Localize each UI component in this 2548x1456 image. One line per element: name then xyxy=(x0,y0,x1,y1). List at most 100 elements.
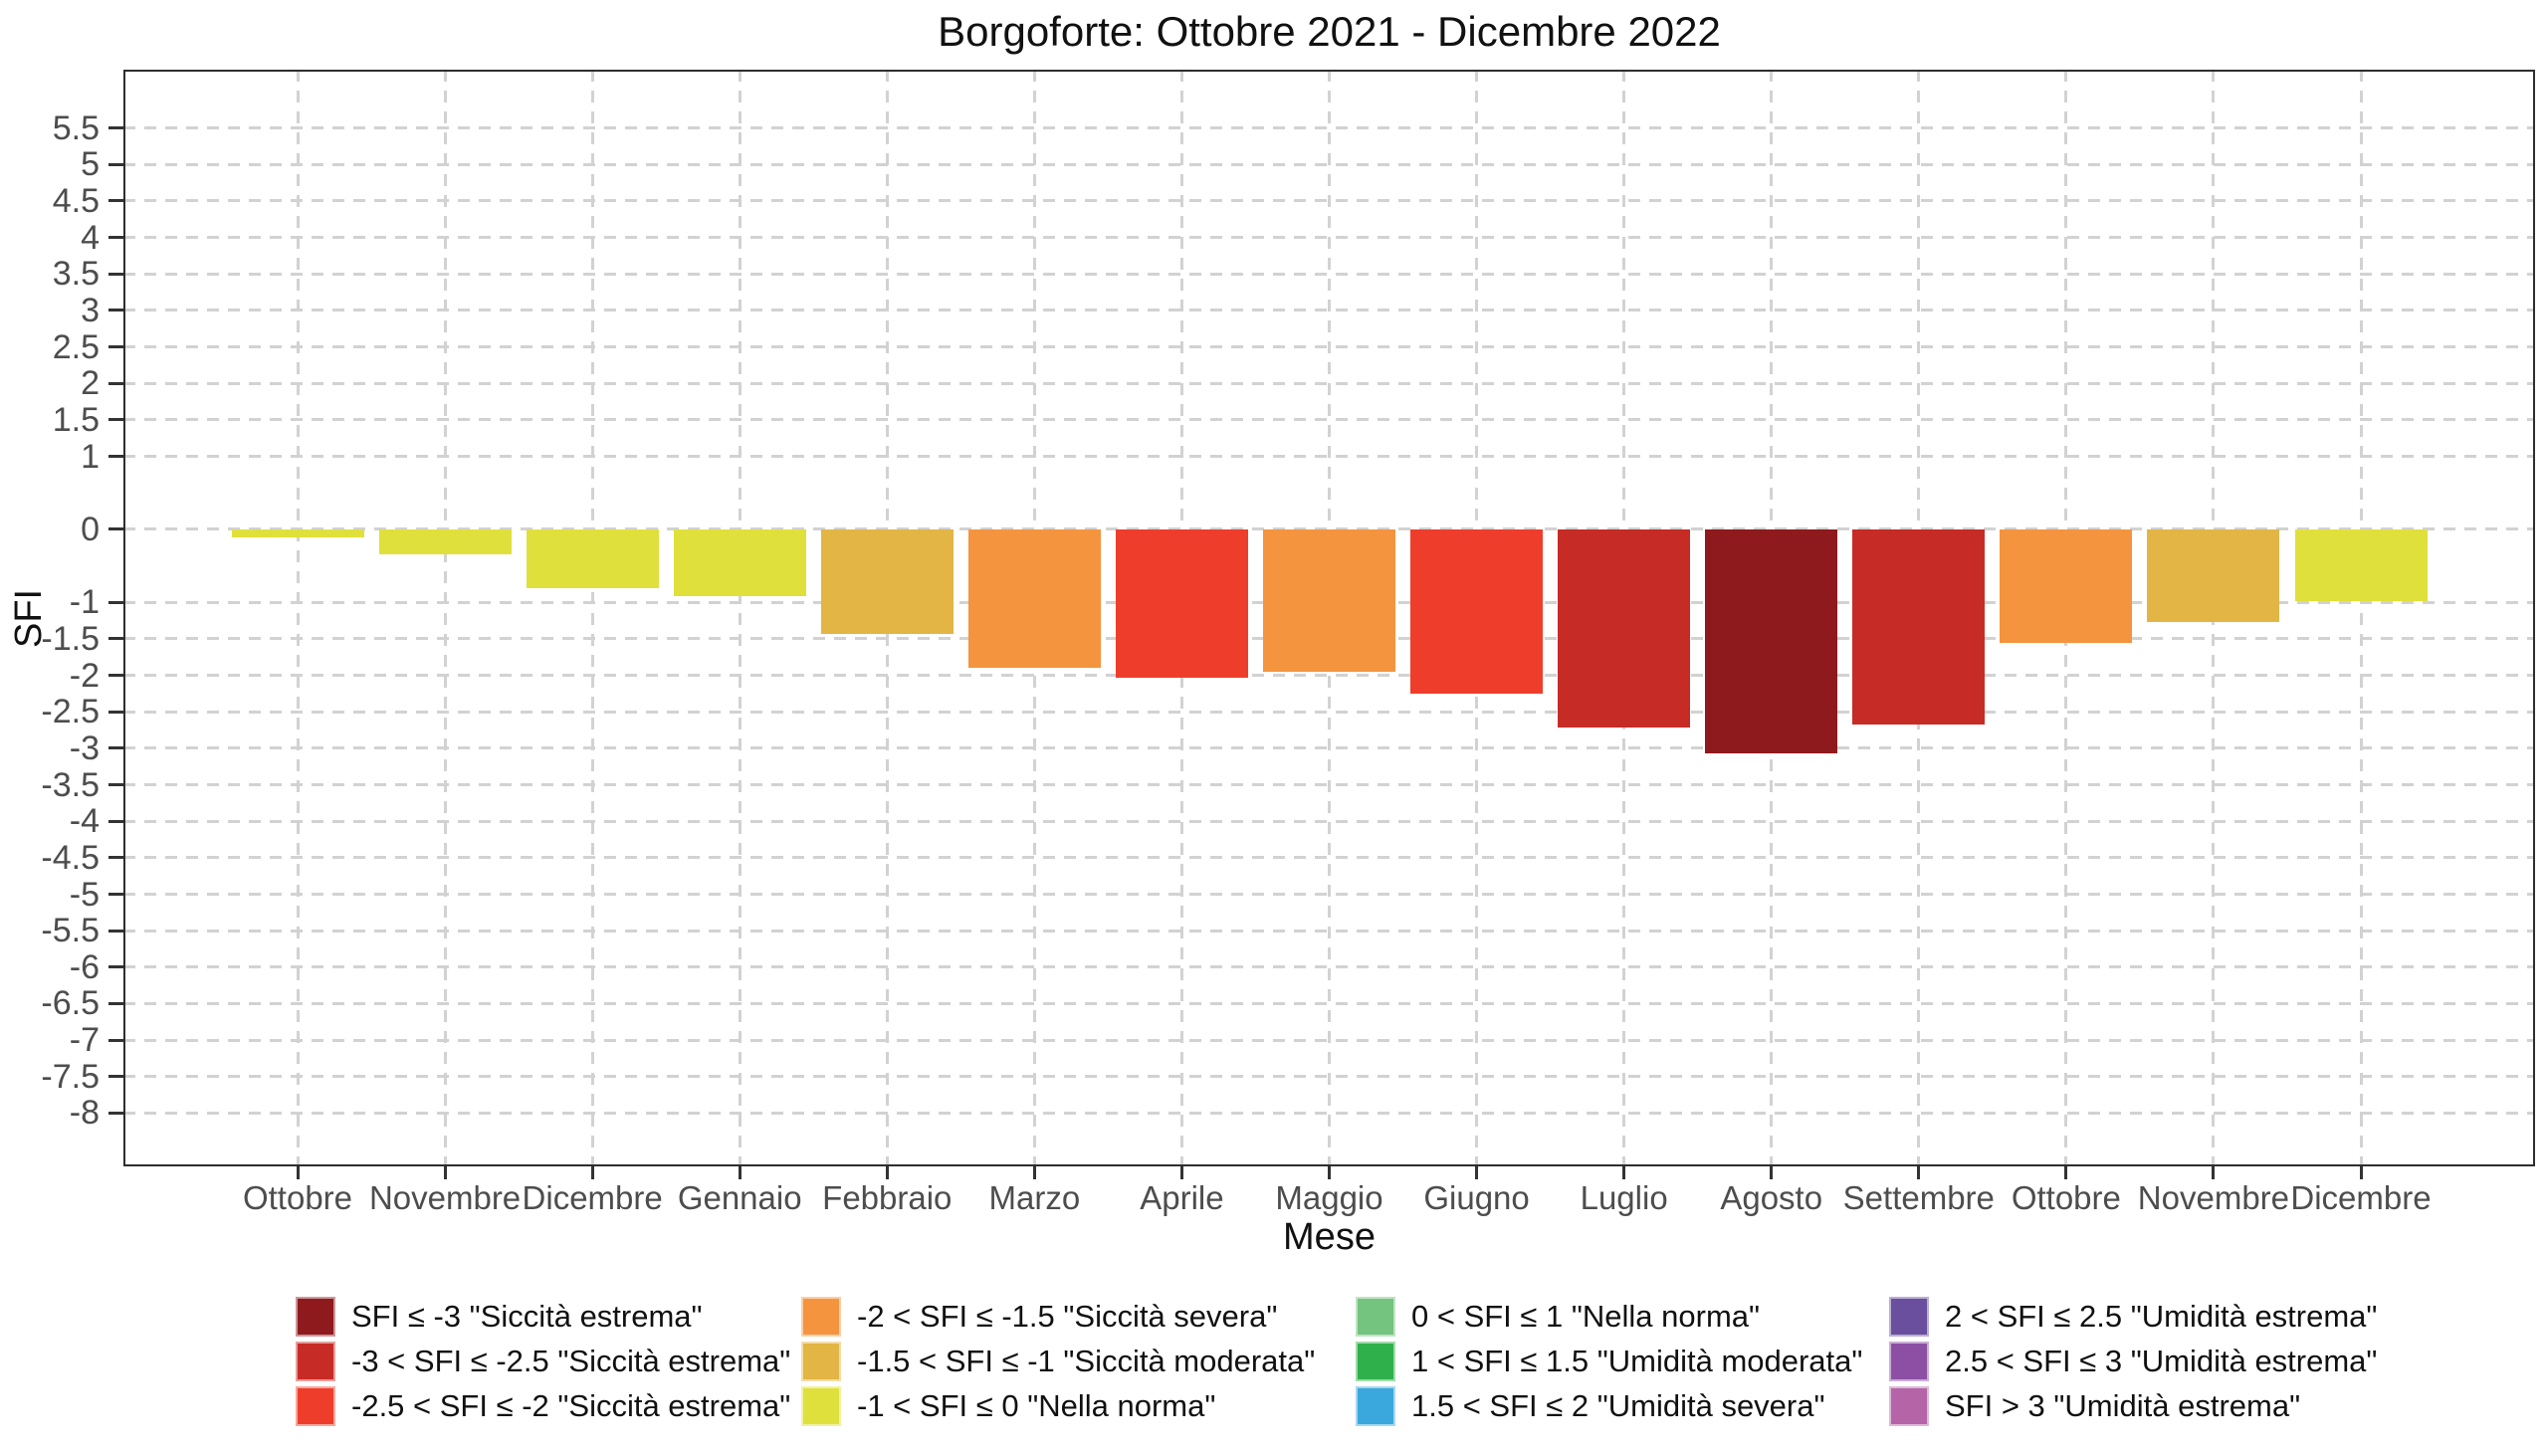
y-tick-label: 4 xyxy=(81,218,100,257)
x-tick-mark xyxy=(1770,1166,1774,1179)
legend-swatch xyxy=(296,1342,335,1381)
x-tick-mark xyxy=(590,1166,594,1179)
y-tick-mark xyxy=(108,272,123,276)
x-tick-label: Marzo xyxy=(988,1179,1081,1216)
y-tick-label: 5 xyxy=(81,145,100,184)
legend-label: -2.5 < SFI ≤ -2 "Siccità estrema" xyxy=(351,1388,791,1423)
y-tick-label: -7.5 xyxy=(41,1057,100,1096)
x-tick-mark xyxy=(885,1166,889,1179)
y-tick-mark xyxy=(108,162,123,166)
y-tick-mark xyxy=(108,856,123,860)
y-tick-label: -1 xyxy=(69,583,100,622)
y-tick-label: -7 xyxy=(69,1021,100,1060)
chart-title: Borgoforte: Ottobre 2021 - Dicembre 2022 xyxy=(938,8,1721,55)
y-tick-label: 3.5 xyxy=(52,255,100,294)
x-tick-mark xyxy=(1475,1166,1479,1179)
legend-label: -2 < SFI ≤ -1.5 "Siccità severa" xyxy=(857,1299,1278,1334)
x-tick-mark xyxy=(1032,1166,1036,1179)
x-tick-mark xyxy=(1622,1166,1626,1179)
bar-maggio xyxy=(1263,528,1395,672)
y-tick-label: 2.5 xyxy=(52,327,100,366)
x-tick-label: Ottobre xyxy=(2011,1179,2121,1216)
y-tick-label: 1.5 xyxy=(52,400,100,439)
y-tick-label: -4.5 xyxy=(41,838,100,877)
y-tick-mark xyxy=(108,345,123,349)
legend-label: -1 < SFI ≤ 0 "Nella norma" xyxy=(857,1388,1216,1423)
x-tick-label: Ottobre xyxy=(242,1179,353,1216)
legend-label: SFI > 3 "Umidità estrema" xyxy=(1945,1388,2301,1423)
x-tick-mark xyxy=(738,1166,742,1179)
y-tick-label: 0 xyxy=(81,510,100,548)
y-tick-mark xyxy=(108,1001,123,1005)
y-tick-label: -5.5 xyxy=(41,912,100,950)
y-tick-mark xyxy=(108,236,123,240)
y-tick-mark xyxy=(108,893,123,897)
legend-label: 1 < SFI ≤ 1.5 "Umidità moderata" xyxy=(1411,1344,1863,1378)
y-tick-label: 4.5 xyxy=(52,181,100,220)
y-tick-mark xyxy=(108,309,123,312)
legend-swatch xyxy=(296,1386,335,1426)
y-tick-mark xyxy=(108,1111,123,1115)
y-tick-mark xyxy=(108,965,123,969)
gridline-v xyxy=(443,70,447,1166)
y-tick-mark xyxy=(108,381,123,385)
x-tick-label: Dicembre xyxy=(2290,1179,2432,1216)
y-tick-label: -1.5 xyxy=(41,619,100,658)
gridline-v xyxy=(2359,70,2363,1166)
legend-swatch xyxy=(1356,1297,1395,1337)
x-tick-mark xyxy=(2212,1166,2216,1179)
y-tick-mark xyxy=(108,819,123,823)
x-tick-label: Dicembre xyxy=(522,1179,663,1216)
x-tick-label: Luglio xyxy=(1580,1179,1668,1216)
bar-aprile xyxy=(1115,528,1248,678)
bar-febbraio xyxy=(820,528,954,634)
gridline-v xyxy=(590,70,594,1166)
y-tick-label: -3.5 xyxy=(41,765,100,804)
y-tick-label: -4 xyxy=(69,802,100,841)
x-tick-mark xyxy=(2064,1166,2068,1179)
x-tick-label: Agosto xyxy=(1720,1179,1823,1216)
x-tick-label: Novembre xyxy=(2137,1179,2290,1216)
y-tick-mark xyxy=(108,710,123,714)
bar-luglio xyxy=(1558,528,1691,728)
bar-marzo xyxy=(967,528,1101,669)
bar-dicembre xyxy=(2294,528,2428,601)
y-tick-mark xyxy=(108,1075,123,1079)
y-tick-mark xyxy=(108,527,123,531)
y-tick-mark xyxy=(108,126,123,130)
y-tick-mark xyxy=(108,1038,123,1042)
y-tick-mark xyxy=(108,199,123,203)
y-tick-label: 3 xyxy=(81,291,100,329)
bar-gennaio xyxy=(673,528,806,596)
x-tick-mark xyxy=(1179,1166,1183,1179)
y-tick-label: -2.5 xyxy=(41,693,100,731)
y-tick-mark xyxy=(108,600,123,604)
legend-label: 2 < SFI ≤ 2.5 "Umidità estrema" xyxy=(1945,1299,2378,1334)
x-tick-label: Maggio xyxy=(1275,1179,1383,1216)
y-tick-label: 1 xyxy=(81,437,100,476)
y-tick-mark xyxy=(108,746,123,750)
legend-swatch xyxy=(1889,1386,1929,1426)
x-tick-mark xyxy=(1328,1166,1331,1179)
bar-ottobre xyxy=(231,528,364,537)
x-tick-mark xyxy=(1917,1166,1921,1179)
x-tick-label: Giugno xyxy=(1423,1179,1530,1216)
bar-agosto xyxy=(1705,528,1838,753)
x-tick-label: Settembre xyxy=(1842,1179,1995,1216)
y-tick-label: -6 xyxy=(69,947,100,986)
x-tick-mark xyxy=(296,1166,300,1179)
y-tick-mark xyxy=(108,455,123,459)
y-tick-label: -5 xyxy=(69,875,100,914)
y-tick-mark xyxy=(108,637,123,641)
bar-novembre xyxy=(2147,528,2280,623)
legend-label: -3 < SFI ≤ -2.5 "Siccità estrema" xyxy=(351,1344,791,1378)
legend-swatch xyxy=(1889,1342,1929,1381)
legend-swatch xyxy=(296,1297,335,1337)
x-axis-title: Mese xyxy=(1283,1216,1376,1258)
legend-label: 2.5 < SFI ≤ 3 "Umidità estrema" xyxy=(1945,1344,2378,1378)
legend-swatch xyxy=(1356,1342,1395,1381)
y-tick-label: -8 xyxy=(69,1094,100,1133)
bar-ottobre xyxy=(2000,528,2133,644)
x-tick-mark xyxy=(443,1166,447,1179)
